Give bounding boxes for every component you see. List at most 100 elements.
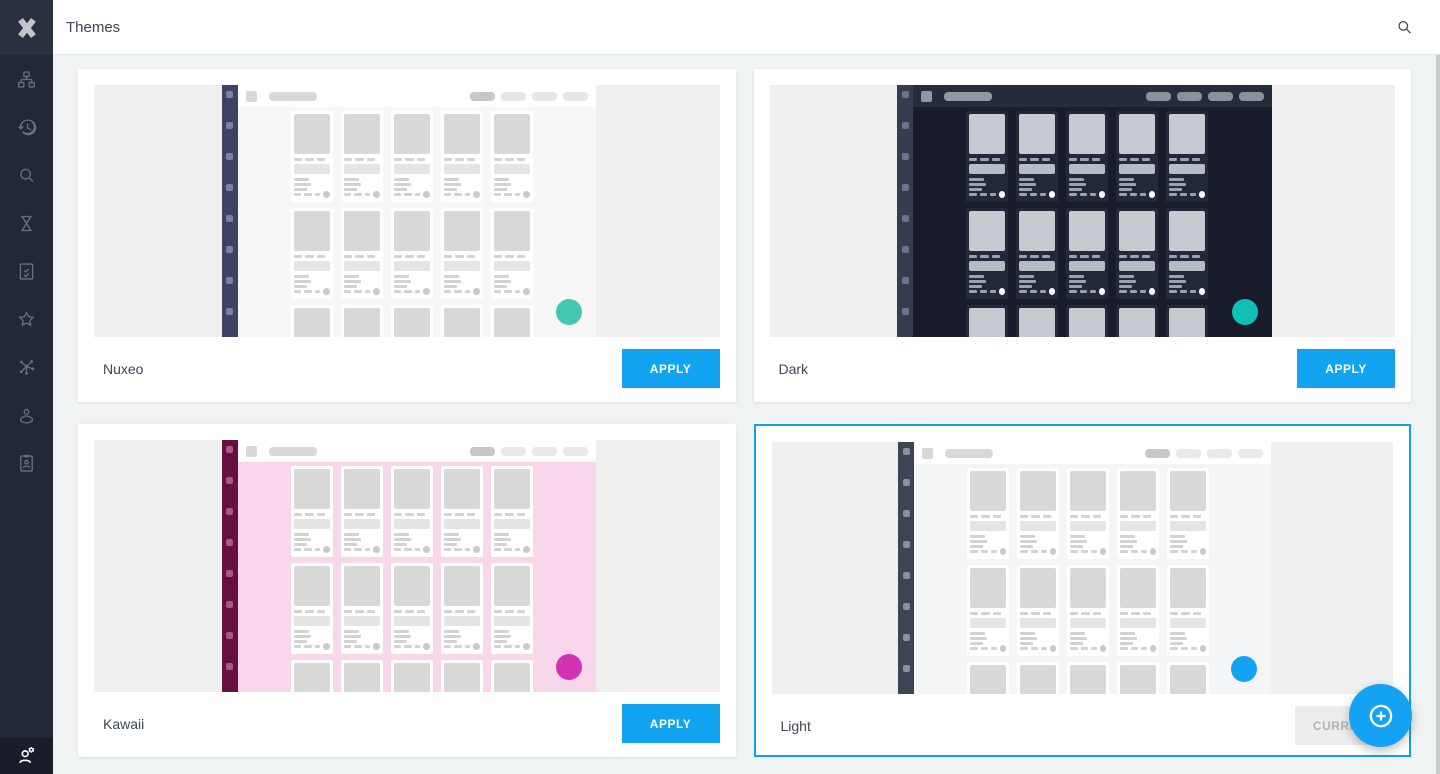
mock-title-placeholder [393, 616, 430, 626]
mock-avatar-dot [323, 288, 330, 295]
mock-doc-card [1016, 111, 1059, 202]
x-logo-icon [17, 17, 36, 38]
mock-text-line [1170, 545, 1184, 548]
mock-doc-card [1017, 662, 1060, 694]
mock-dash [1190, 193, 1196, 196]
mock-dash [1069, 193, 1077, 196]
sidebar-item-favorites-star[interactable] [0, 295, 53, 343]
sidebar-item-tasks[interactable] [0, 247, 53, 295]
mock-footer-row [493, 288, 530, 295]
mock-text-line [393, 285, 407, 288]
sidebar-item-history[interactable] [0, 103, 53, 151]
apply-button[interactable]: APPLY [621, 349, 720, 388]
mock-doc-card [1117, 565, 1160, 656]
mock-meta-row [493, 158, 530, 161]
mock-doc-card [1167, 468, 1210, 559]
mock-avatar-dot [423, 546, 430, 553]
person-pin-icon [19, 408, 34, 424]
mock-title-placeholder [343, 519, 380, 529]
apply-button[interactable]: APPLY [621, 704, 720, 743]
nuxeo-x-logo[interactable] [0, 0, 53, 55]
mock-footer-row [343, 643, 380, 650]
mock-dash [1031, 612, 1041, 615]
mock-doc-card [1166, 111, 1209, 202]
mock-thumbnail [293, 469, 330, 509]
mock-topbar [914, 442, 1271, 464]
mock-thumbnail [1069, 308, 1106, 337]
mock-title-bar [944, 91, 993, 101]
mock-dash [364, 548, 371, 551]
mock-meta-row [493, 610, 530, 613]
mock-text-line [493, 538, 511, 541]
mock-dash [466, 158, 475, 161]
mock-footer-row [1019, 191, 1056, 198]
sidebar-item-sitemap[interactable] [0, 55, 53, 103]
mock-sidebar-item [226, 508, 234, 515]
mock-title-placeholder [443, 164, 480, 174]
mock-avatar-dot [323, 191, 330, 198]
sidebar-item-hourglass[interactable] [0, 199, 53, 247]
mock-sidebar-item [902, 603, 910, 610]
mock-dash [1093, 515, 1102, 518]
mock-text-line [293, 630, 309, 633]
mock-dash [416, 255, 425, 258]
sidebar-item-admin[interactable] [0, 738, 53, 774]
mock-thumbnail [1070, 665, 1107, 694]
mock-dash [366, 158, 375, 161]
mock-doc-card [1117, 468, 1160, 559]
sidebar-item-search[interactable] [0, 151, 53, 199]
mock-dash [1020, 515, 1029, 518]
mock-thumbnail [343, 566, 380, 606]
mock-footer-row [343, 546, 380, 553]
mock-dash [464, 645, 471, 648]
mock-dash [1192, 255, 1201, 258]
mock-avatar-dot [323, 643, 330, 650]
mock-dash [443, 610, 452, 613]
mock-dash [516, 513, 525, 516]
mock-pill [1207, 91, 1233, 101]
mock-text-lines [1019, 178, 1055, 191]
mock-text-line [493, 280, 511, 283]
sidebar-item-person-pin[interactable] [0, 391, 53, 439]
mock-text-line [1169, 280, 1187, 283]
mock-text-line [1019, 285, 1033, 288]
mock-pill [563, 446, 589, 456]
add-theme-fab[interactable] [1349, 684, 1412, 747]
scrollbar[interactable] [1436, 55, 1440, 774]
theme-card-dark[interactable]: Dark APPLY [753, 69, 1411, 402]
mock-dash [990, 290, 996, 293]
mock-dash [314, 645, 321, 648]
mock-dash [304, 548, 312, 551]
mock-thumbnail [343, 211, 380, 251]
mock-dash [514, 193, 521, 196]
mock-avatar-dot [373, 191, 380, 198]
sidebar-item-profile-badge[interactable] [0, 439, 53, 487]
mock-screenshot [221, 440, 597, 692]
mock-avatar-dot [1049, 548, 1057, 555]
apply-button[interactable]: APPLY [1297, 349, 1395, 388]
mock-footer-row [393, 191, 430, 198]
mock-text-line [969, 275, 985, 278]
mock-sidebar-item [902, 541, 910, 548]
mock-meta-row [393, 513, 430, 516]
theme-card-light[interactable]: Light CURRENT [753, 424, 1411, 757]
theme-card-nuxeo[interactable]: Nuxeo APPLY [78, 69, 736, 402]
mock-dash [293, 158, 302, 161]
mock-pill [501, 446, 527, 456]
sidebar-item-collections-hub[interactable] [0, 343, 53, 391]
header-search-button[interactable] [1386, 9, 1422, 45]
mock-avatar-dot [1198, 288, 1206, 295]
mock-meta-row [443, 255, 480, 258]
mock-dash [454, 158, 464, 161]
mock-meta-row [1020, 515, 1056, 518]
mock-thumbnail [969, 114, 1006, 154]
mock-text-line [1020, 545, 1034, 548]
theme-card-kawaii[interactable]: Kawaii APPLY [78, 424, 736, 757]
mock-doc-card [340, 111, 383, 202]
mock-dash [354, 548, 362, 551]
mock-dash [1019, 255, 1028, 258]
mock-dash [1030, 550, 1039, 553]
mock-avatar-dot [1198, 191, 1206, 198]
mock-text-line [493, 275, 509, 278]
mock-dash [1142, 158, 1151, 161]
